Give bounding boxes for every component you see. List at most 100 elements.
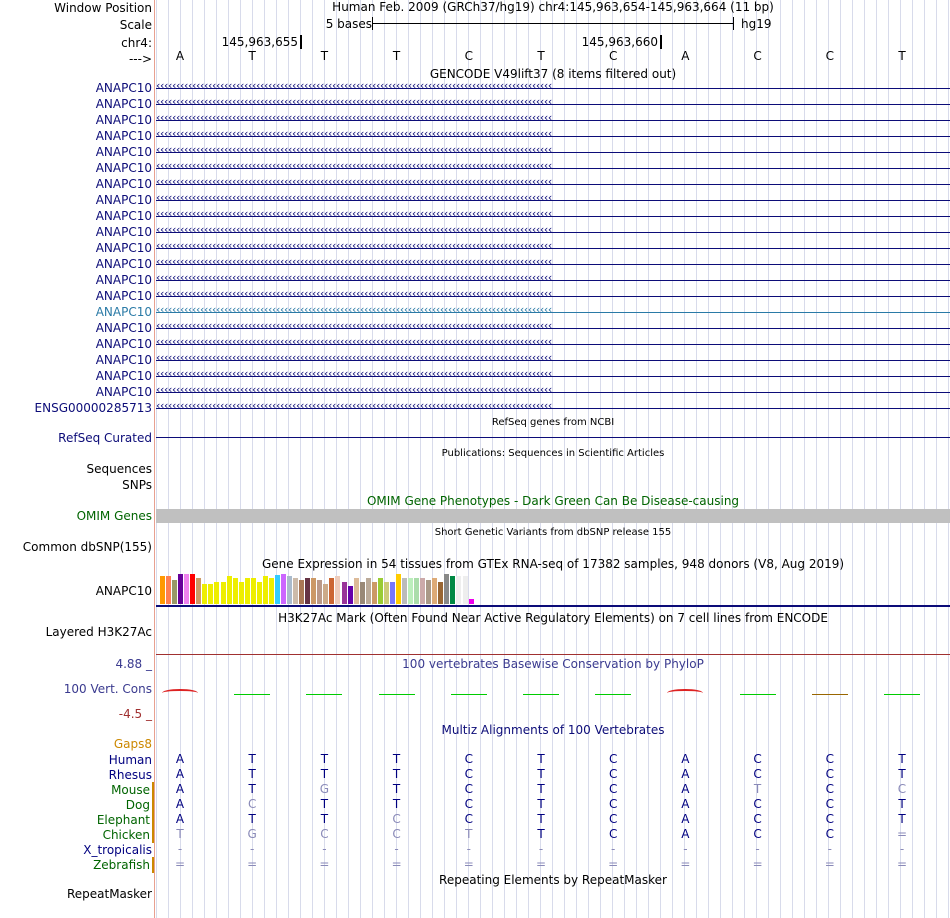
- species-label[interactable]: Elephant: [97, 812, 154, 828]
- dbsnp-title[interactable]: Short Genetic Variants from dbSNP releas…: [434, 527, 672, 538]
- species-label[interactable]: Mouse: [111, 782, 154, 798]
- gtex-tissue-bar[interactable]: [220, 582, 226, 604]
- gencode-gene-label[interactable]: ANAPC10: [95, 337, 152, 351]
- gtex-tissue-bar[interactable]: [226, 576, 232, 604]
- refseq-gene-line[interactable]: [156, 437, 950, 438]
- gencode-gene-feature[interactable]: ‹‹‹‹‹‹‹‹‹‹‹‹‹‹‹‹‹‹‹‹‹‹‹‹‹‹‹‹‹‹‹‹‹‹‹‹‹‹‹‹…: [156, 159, 950, 175]
- gencode-gene-label[interactable]: ANAPC10: [95, 145, 152, 159]
- repeatmasker-label[interactable]: RepeatMasker: [66, 887, 152, 901]
- gtex-tissue-bar[interactable]: [274, 575, 280, 604]
- gtex-tissue-bar[interactable]: [389, 582, 395, 604]
- gencode-gene-label[interactable]: ANAPC10: [95, 353, 152, 367]
- gtex-tissue-bar[interactable]: [383, 582, 389, 604]
- strand-arrow-label[interactable]: --->: [128, 52, 152, 66]
- gtex-tissue-bar[interactable]: [305, 578, 311, 604]
- refseq-title[interactable]: RefSeq genes from NCBI: [491, 417, 615, 428]
- gtex-tissue-bar[interactable]: [160, 576, 166, 604]
- gencode-gene-label[interactable]: ANAPC10: [95, 161, 152, 175]
- repeatmasker-title[interactable]: Repeating Elements by RepeatMasker: [439, 873, 667, 887]
- gencode-gene-feature[interactable]: ‹‹‹‹‹‹‹‹‹‹‹‹‹‹‹‹‹‹‹‹‹‹‹‹‹‹‹‹‹‹‹‹‹‹‹‹‹‹‹‹…: [156, 175, 950, 191]
- publications-label[interactable]: Sequences: [86, 462, 152, 476]
- species-label[interactable]: X_tropicalis: [83, 843, 152, 857]
- gtex-tissue-bar[interactable]: [432, 578, 438, 604]
- gtex-tissue-bar[interactable]: [287, 576, 293, 604]
- gtex-tissue-bar[interactable]: [196, 578, 202, 604]
- species-label[interactable]: Dog: [126, 797, 154, 813]
- gencode-gene-feature[interactable]: ‹‹‹‹‹‹‹‹‹‹‹‹‹‹‹‹‹‹‹‹‹‹‹‹‹‹‹‹‹‹‹‹‹‹‹‹‹‹‹‹…: [156, 111, 950, 127]
- gencode-gene-feature[interactable]: ‹‹‹‹‹‹‹‹‹‹‹‹‹‹‹‹‹‹‹‹‹‹‹‹‹‹‹‹‹‹‹‹‹‹‹‹‹‹‹‹…: [156, 335, 950, 351]
- gtex-tissue-bar[interactable]: [353, 578, 359, 604]
- gtex-tissue-bar[interactable]: [426, 580, 432, 604]
- phylop-title[interactable]: 100 vertebrates Basewise Conservation by…: [402, 657, 704, 671]
- gtex-tissue-bar[interactable]: [293, 578, 299, 604]
- gencode-gene-label[interactable]: ANAPC10: [95, 209, 152, 223]
- gencode-gene-feature[interactable]: ‹‹‹‹‹‹‹‹‹‹‹‹‹‹‹‹‹‹‹‹‹‹‹‹‹‹‹‹‹‹‹‹‹‹‹‹‹‹‹‹…: [156, 143, 950, 159]
- gencode-gene-label[interactable]: ANAPC10: [95, 177, 152, 191]
- snps-label[interactable]: SNPs: [122, 478, 152, 492]
- gencode-gene-feature[interactable]: ‹‹‹‹‹‹‹‹‹‹‹‹‹‹‹‹‹‹‹‹‹‹‹‹‹‹‹‹‹‹‹‹‹‹‹‹‹‹‹‹…: [156, 239, 950, 255]
- multiz-title[interactable]: Multiz Alignments of 100 Vertebrates: [441, 723, 665, 737]
- gtex-tissue-bar[interactable]: [232, 578, 238, 604]
- gencode-gene-label[interactable]: ENSG00000285713: [34, 401, 152, 415]
- gtex-title[interactable]: Gene Expression in 54 tissues from GTEx …: [261, 557, 845, 571]
- gencode-gene-label[interactable]: ANAPC10: [95, 97, 152, 111]
- species-label[interactable]: Zebrafish: [93, 857, 154, 873]
- gencode-gene-feature[interactable]: ‹‹‹‹‹‹‹‹‹‹‹‹‹‹‹‹‹‹‹‹‹‹‹‹‹‹‹‹‹‹‹‹‹‹‹‹‹‹‹‹…: [156, 271, 950, 287]
- omim-genes-label[interactable]: OMIM Genes: [76, 509, 152, 523]
- gtex-tissue-bar[interactable]: [414, 578, 420, 604]
- gencode-gene-feature[interactable]: ‹‹‹‹‹‹‹‹‹‹‹‹‹‹‹‹‹‹‹‹‹‹‹‹‹‹‹‹‹‹‹‹‹‹‹‹‹‹‹‹…: [156, 79, 950, 95]
- gencode-gene-feature[interactable]: ‹‹‹‹‹‹‹‹‹‹‹‹‹‹‹‹‹‹‹‹‹‹‹‹‹‹‹‹‹‹‹‹‹‹‹‹‹‹‹‹…: [156, 319, 950, 335]
- gtex-tissue-bar[interactable]: [184, 574, 190, 604]
- gtex-tissue-bar[interactable]: [365, 578, 371, 604]
- gtex-tissue-bar[interactable]: [262, 576, 268, 604]
- gtex-tissue-bar[interactable]: [450, 576, 456, 604]
- gtex-tissue-bar[interactable]: [402, 578, 408, 604]
- gencode-gene-label[interactable]: ANAPC10: [95, 113, 152, 127]
- gencode-gene-feature[interactable]: ‹‹‹‹‹‹‹‹‹‹‹‹‹‹‹‹‹‹‹‹‹‹‹‹‹‹‹‹‹‹‹‹‹‹‹‹‹‹‹‹…: [156, 367, 950, 383]
- gtex-tissue-bar[interactable]: [281, 574, 287, 604]
- gencode-gene-label[interactable]: ANAPC10: [95, 305, 152, 319]
- gencode-gene-feature[interactable]: ‹‹‹‹‹‹‹‹‹‹‹‹‹‹‹‹‹‹‹‹‹‹‹‹‹‹‹‹‹‹‹‹‹‹‹‹‹‹‹‹…: [156, 223, 950, 239]
- track-data-area[interactable]: Human Feb. 2009 (GRCh37/hg19) chr4:145,9…: [156, 0, 950, 918]
- phylop-track-label[interactable]: 100 Vert. Cons: [63, 682, 152, 696]
- gencode-gene-label[interactable]: ANAPC10: [95, 289, 152, 303]
- gtex-tissue-bar[interactable]: [359, 582, 365, 604]
- gencode-gene-feature[interactable]: ‹‹‹‹‹‹‹‹‹‹‹‹‹‹‹‹‹‹‹‹‹‹‹‹‹‹‹‹‹‹‹‹‹‹‹‹‹‹‹‹…: [156, 95, 950, 111]
- gtex-tissue-bar[interactable]: [335, 576, 341, 604]
- gtex-tissue-bar[interactable]: [268, 578, 274, 604]
- gencode-gene-feature[interactable]: ‹‹‹‹‹‹‹‹‹‹‹‹‹‹‹‹‹‹‹‹‹‹‹‹‹‹‹‹‹‹‹‹‹‹‹‹‹‹‹‹…: [156, 191, 950, 207]
- gencode-gene-label[interactable]: ANAPC10: [95, 257, 152, 271]
- gtex-tissue-bar[interactable]: [341, 582, 347, 604]
- omim-title[interactable]: OMIM Gene Phenotypes - Dark Green Can Be…: [366, 494, 740, 508]
- gtex-tissue-bar[interactable]: [299, 580, 305, 604]
- gtex-gene-label[interactable]: ANAPC10: [95, 584, 152, 598]
- gtex-bar-chart[interactable]: [160, 570, 540, 604]
- gencode-gene-feature[interactable]: ‹‹‹‹‹‹‹‹‹‹‹‹‹‹‹‹‹‹‹‹‹‹‹‹‹‹‹‹‹‹‹‹‹‹‹‹‹‹‹‹…: [156, 351, 950, 367]
- gtex-tissue-bar[interactable]: [420, 578, 426, 604]
- gencode-gene-feature[interactable]: ‹‹‹‹‹‹‹‹‹‹‹‹‹‹‹‹‹‹‹‹‹‹‹‹‹‹‹‹‹‹‹‹‹‹‹‹‹‹‹‹…: [156, 303, 950, 319]
- gencode-title[interactable]: GENCODE V49lift37 (8 items filtered out): [429, 67, 677, 81]
- gtex-tissue-bar[interactable]: [323, 584, 329, 604]
- gtex-tissue-bar[interactable]: [462, 576, 468, 604]
- gtex-tissue-bar[interactable]: [250, 578, 256, 604]
- gtex-tissue-bar[interactable]: [244, 578, 250, 604]
- species-label[interactable]: Chicken: [103, 827, 154, 843]
- species-label[interactable]: Human: [108, 753, 152, 767]
- gtex-tissue-bar[interactable]: [317, 580, 323, 604]
- gtex-tissue-bar[interactable]: [214, 582, 220, 604]
- gtex-tissue-bar[interactable]: [456, 576, 462, 604]
- publications-title[interactable]: Publications: Sequences in Scientific Ar…: [441, 448, 665, 459]
- gencode-gene-feature[interactable]: ‹‹‹‹‹‹‹‹‹‹‹‹‹‹‹‹‹‹‹‹‹‹‹‹‹‹‹‹‹‹‹‹‹‹‹‹‹‹‹‹…: [156, 255, 950, 271]
- gtex-tissue-bar[interactable]: [438, 582, 444, 604]
- gencode-gene-feature[interactable]: ‹‹‹‹‹‹‹‹‹‹‹‹‹‹‹‹‹‹‹‹‹‹‹‹‹‹‹‹‹‹‹‹‹‹‹‹‹‹‹‹…: [156, 383, 950, 399]
- gtex-tissue-bar[interactable]: [311, 578, 317, 604]
- gtex-tissue-bar[interactable]: [256, 582, 262, 604]
- gtex-tissue-bar[interactable]: [190, 574, 196, 604]
- refseq-curated-label[interactable]: RefSeq Curated: [58, 431, 152, 445]
- gtex-tissue-bar[interactable]: [347, 586, 353, 604]
- gtex-tissue-bar[interactable]: [444, 574, 450, 604]
- gencode-gene-label[interactable]: ANAPC10: [95, 369, 152, 383]
- gencode-gene-feature[interactable]: ‹‹‹‹‹‹‹‹‹‹‹‹‹‹‹‹‹‹‹‹‹‹‹‹‹‹‹‹‹‹‹‹‹‹‹‹‹‹‹‹…: [156, 207, 950, 223]
- h3k27ac-label[interactable]: Layered H3K27Ac: [45, 625, 152, 639]
- gtex-tissue-bar[interactable]: [371, 582, 377, 604]
